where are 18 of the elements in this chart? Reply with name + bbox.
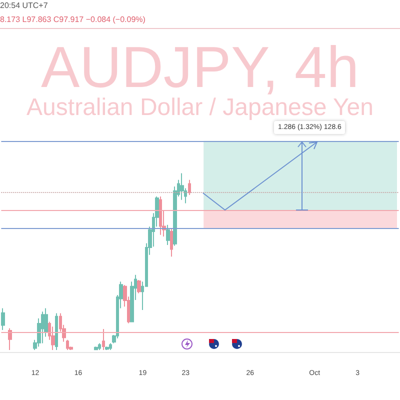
candlestick [109,342,112,350]
candlestick [66,339,69,350]
candlestick [180,172,184,200]
candlestick [102,328,105,350]
candlestick [188,179,191,196]
candlestick [98,342,101,350]
candlestick [166,224,170,246]
candlestick [1,308,5,331]
text: 8.173 L97.863 C97.917 −0.084 (−0.09%) [0,15,146,24]
candlestick [55,312,58,350]
text: 20:54 UTC+7 [0,1,48,10]
candlestick [8,328,12,350]
candlestick [137,279,141,294]
candlestick [94,346,98,350]
candlestick [41,311,44,344]
candlestick [105,346,109,350]
candlestick [159,196,162,236]
candlestick [170,228,173,258]
